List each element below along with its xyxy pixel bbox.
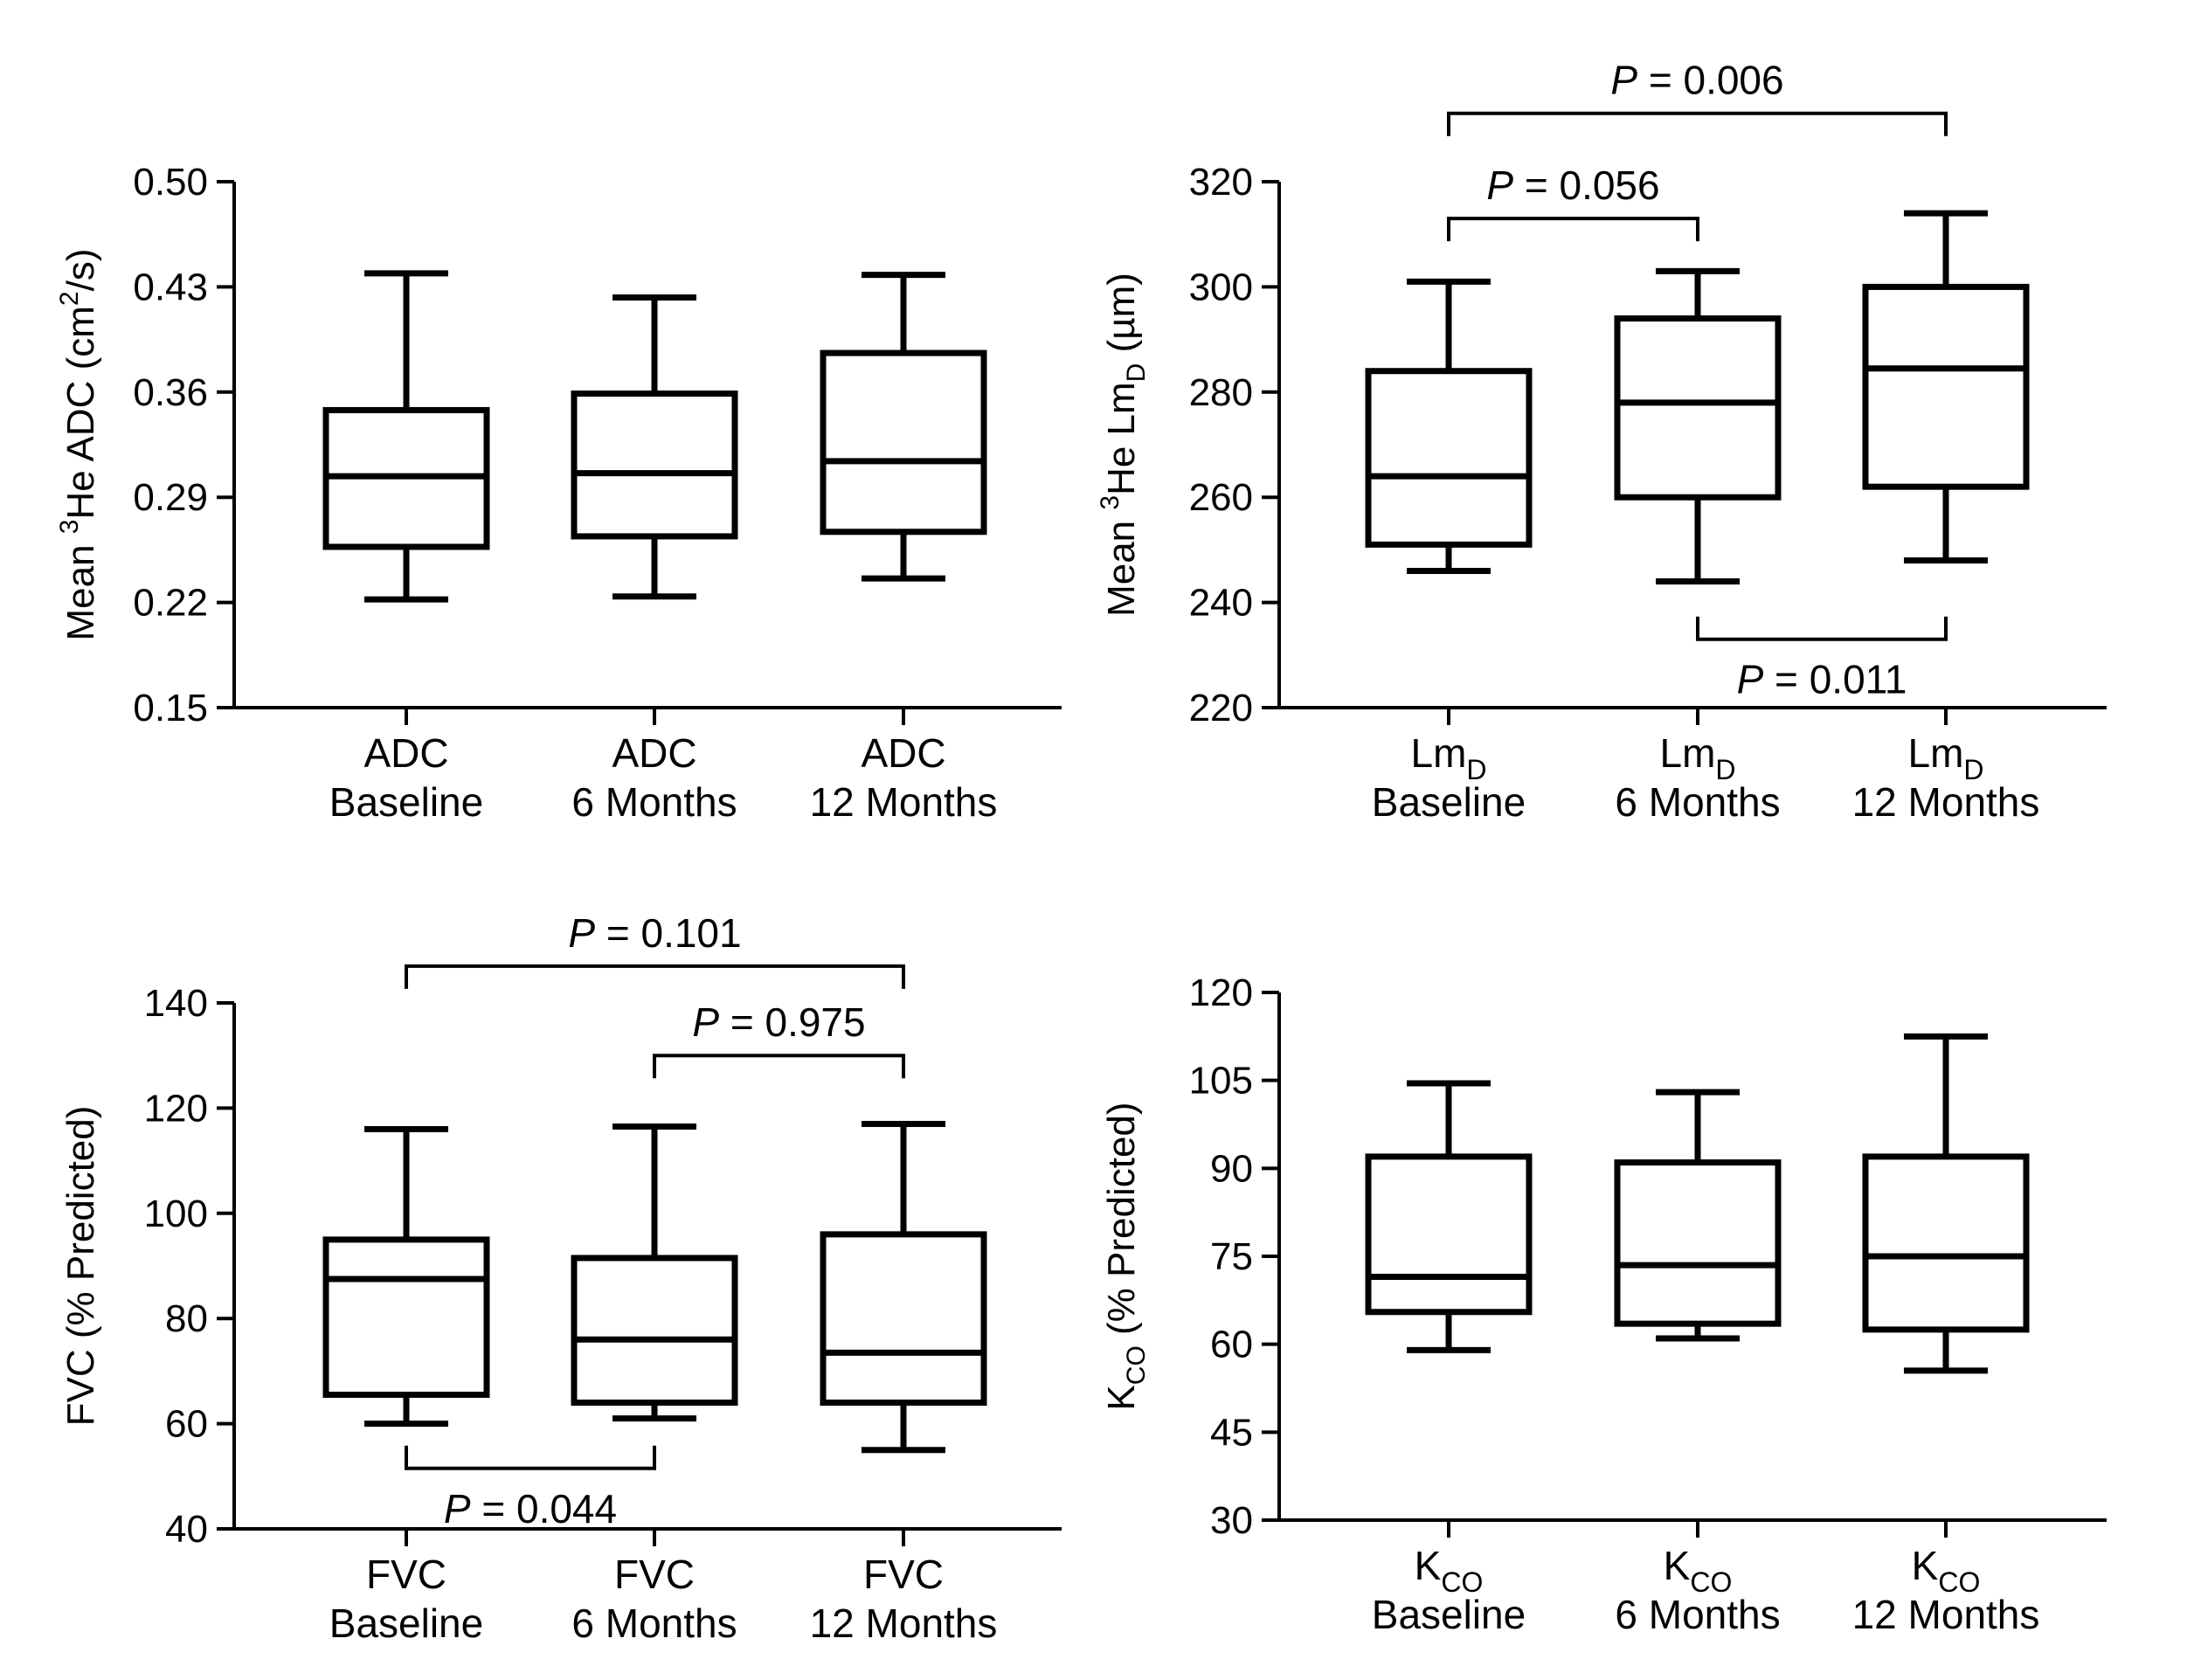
y-tick-label: 105: [1189, 1060, 1253, 1103]
x-category-sublabel: 6 Months: [1615, 779, 1780, 825]
x-category-label: FVC: [863, 1552, 944, 1597]
bracket-line: [1696, 616, 1948, 641]
x-category-label: ADC: [861, 730, 945, 776]
iqr-box: [322, 1236, 490, 1398]
p-value-label: P = 0.006: [1610, 58, 1783, 103]
box-3: [820, 1120, 987, 1454]
significance-bracket: P = 0.056: [1447, 162, 1699, 242]
significance-bracket: P = 0.011: [1696, 616, 1948, 702]
x-category-sublabel: 12 Months: [810, 779, 998, 825]
p-value-label: P = 0.056: [1486, 162, 1659, 208]
p-value-label: P = 0.101: [568, 910, 741, 956]
y-tick-label: 280: [1189, 371, 1253, 414]
y-tick-label: 0.43: [133, 266, 208, 308]
x-category-sublabel: 6 Months: [571, 1600, 737, 1646]
box-1: [1365, 278, 1533, 574]
y-tick-label: 0.15: [133, 687, 208, 729]
bracket-line: [1447, 217, 1699, 242]
x-category-label: KCO: [1912, 1543, 1981, 1598]
box-1: [1365, 1080, 1533, 1353]
x-category-label: LmD: [1410, 730, 1486, 785]
y-tick-label: 120: [1189, 971, 1253, 1014]
box-2: [571, 294, 738, 600]
box-2: [1614, 267, 1782, 585]
x-category-label: FVC: [614, 1552, 695, 1597]
significance-bracket: P = 0.044: [405, 1445, 656, 1531]
significance-bracket: P = 0.006: [1447, 58, 1948, 136]
y-tick-label: 75: [1210, 1235, 1253, 1278]
box-2: [1614, 1089, 1782, 1342]
y-tick-label: 60: [165, 1403, 208, 1446]
y-tick-label: 300: [1189, 266, 1253, 308]
iqr-box: [820, 1231, 987, 1407]
iqr-box: [571, 391, 738, 540]
y-tick-label: 40: [165, 1508, 208, 1551]
x-category-label: FVC: [366, 1552, 446, 1597]
y-tick-label: 90: [1210, 1147, 1253, 1190]
bracket-line: [653, 1054, 905, 1079]
y-tick-label: 240: [1189, 582, 1253, 625]
box-1: [322, 270, 490, 603]
x-category-sublabel: Baseline: [1372, 779, 1526, 825]
y-tick-label: 0.50: [133, 161, 208, 204]
y-tick-label: 0.22: [133, 582, 208, 625]
bracket-line: [1447, 111, 1948, 136]
x-category-sublabel: 12 Months: [1852, 1592, 2040, 1637]
iqr-box: [571, 1255, 738, 1407]
y-axis-title: Mean 3He LmD (µm): [1096, 273, 1151, 617]
iqr-box: [1614, 1159, 1782, 1327]
x-category-sublabel: 12 Months: [1852, 779, 2040, 825]
y-axis-title: FVC (% Predicted): [59, 1106, 102, 1427]
x-category-label: ADC: [612, 730, 696, 776]
box-3: [820, 272, 987, 582]
x-category-sublabel: 6 Months: [1615, 1592, 1780, 1637]
adc-panel: 0.150.220.290.360.430.50ADCBaselineADC6 …: [55, 161, 1062, 825]
x-category-sublabel: Baseline: [329, 1600, 483, 1646]
iqr-box: [820, 349, 987, 536]
iqr-box: [1365, 1153, 1533, 1316]
x-category-label: KCO: [1664, 1543, 1733, 1598]
y-tick-label: 60: [1210, 1324, 1253, 1366]
p-value-label: P = 0.011: [1737, 657, 1907, 702]
y-tick-label: 45: [1210, 1411, 1253, 1454]
y-tick-label: 140: [144, 982, 208, 1025]
bracket-line: [405, 1445, 656, 1470]
x-category-label: LmD: [1907, 730, 1983, 785]
y-tick-label: 0.36: [133, 371, 208, 414]
x-category-label: KCO: [1415, 1543, 1484, 1598]
x-category-label: ADC: [363, 730, 448, 776]
iqr-box: [1365, 368, 1533, 548]
y-tick-label: 120: [144, 1087, 208, 1130]
x-category-sublabel: Baseline: [329, 779, 483, 825]
y-tick-label: 100: [144, 1193, 208, 1235]
significance-bracket: P = 0.101: [405, 910, 905, 989]
y-tick-label: 260: [1189, 476, 1253, 519]
p-value-label: P = 0.044: [444, 1486, 617, 1531]
y-tick-label: 320: [1189, 161, 1253, 204]
y-tick-label: 0.29: [133, 476, 208, 519]
box-1: [322, 1125, 490, 1428]
x-category-label: LmD: [1659, 730, 1735, 785]
p-value-label: P = 0.975: [692, 999, 865, 1045]
y-axis-title: Mean 3He ADC (cm2/s): [55, 248, 102, 640]
iqr-box: [1862, 283, 2030, 490]
significance-bracket: P = 0.975: [653, 999, 905, 1079]
x-category-sublabel: 12 Months: [810, 1600, 998, 1646]
y-tick-label: 220: [1189, 687, 1253, 729]
box-3: [1862, 1033, 2030, 1374]
box-2: [571, 1123, 738, 1422]
y-axis-title: KCO (% Predicted): [1100, 1102, 1151, 1410]
bracket-line: [405, 964, 905, 989]
box-3: [1862, 210, 2030, 563]
y-tick-label: 30: [1210, 1499, 1253, 1542]
iqr-box: [1862, 1153, 2030, 1333]
iqr-box: [1614, 315, 1782, 501]
x-category-sublabel: 6 Months: [571, 779, 737, 825]
y-tick-label: 80: [165, 1297, 208, 1340]
x-category-sublabel: Baseline: [1372, 1592, 1526, 1637]
